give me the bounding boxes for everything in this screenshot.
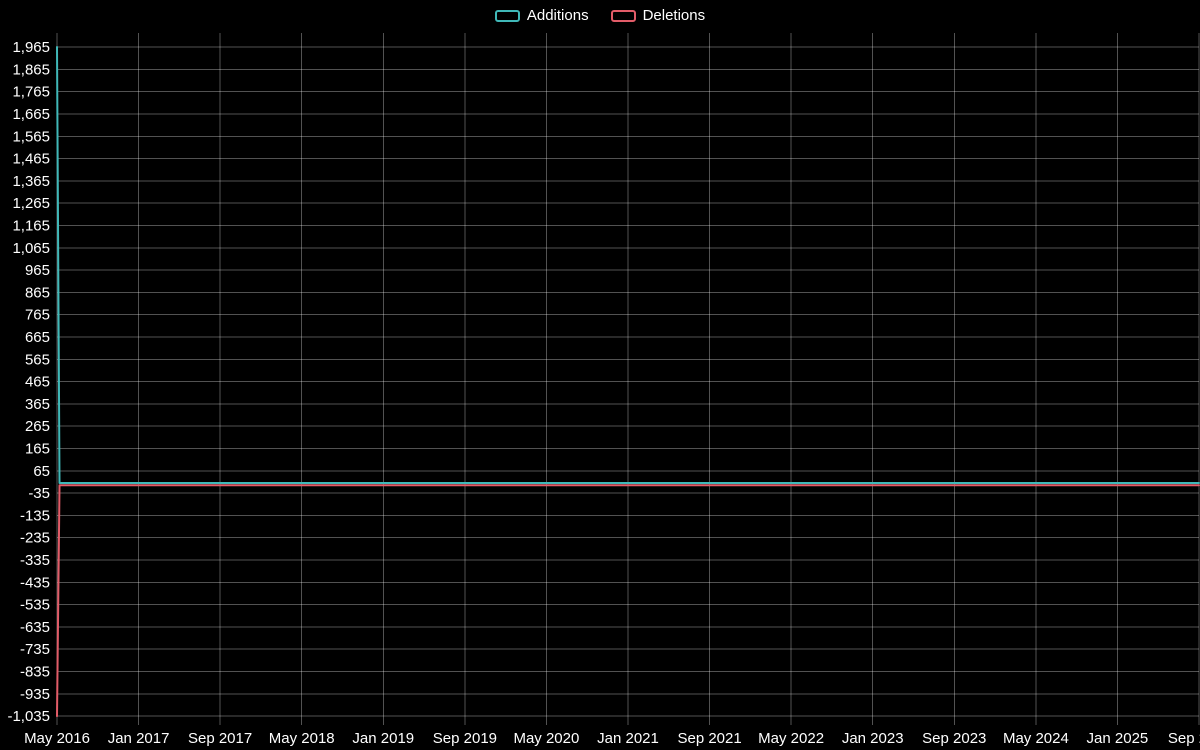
y-axis-tick-label: -835 — [20, 664, 50, 681]
x-axis-tick-label: May 2020 — [513, 730, 579, 747]
y-axis-tick-label: 1,165 — [12, 218, 50, 235]
y-axis-tick-label: 265 — [25, 418, 50, 435]
y-axis-tick-label: -235 — [20, 530, 50, 547]
x-axis-tick-label: May 2024 — [1003, 730, 1069, 747]
deletions-legend-label: Deletions — [642, 7, 706, 24]
y-axis-tick-label: 1,865 — [12, 61, 50, 78]
y-axis-tick-label: -335 — [20, 552, 50, 569]
y-axis-tick-label: 365 — [25, 396, 50, 413]
y-axis-tick-label: -35 — [28, 485, 50, 502]
y-axis-tick-label: -135 — [20, 507, 50, 524]
y-axis-tick-label: -535 — [20, 597, 50, 614]
x-axis-tick-label: Jan 2019 — [352, 730, 414, 747]
y-axis-tick-label: 65 — [33, 463, 50, 480]
y-axis-tick-label: 765 — [25, 307, 50, 324]
y-axis-tick-label: -1,035 — [7, 708, 50, 725]
x-axis-tick-label: Jan 2021 — [597, 730, 659, 747]
y-axis-tick-label: 1,365 — [12, 173, 50, 190]
y-axis-tick-label: 1,265 — [12, 195, 50, 212]
legend-item-additions[interactable]: Additions — [494, 7, 589, 25]
x-axis-tick-label: Sep 2017 — [188, 730, 252, 747]
y-axis-tick-label: 1,565 — [12, 128, 50, 145]
y-axis-tick-label: 1,065 — [12, 240, 50, 257]
y-axis-tick-label: 965 — [25, 262, 50, 279]
x-axis-tick-label: Jan 2017 — [108, 730, 170, 747]
x-axis-tick-label: May 2016 — [24, 730, 90, 747]
x-axis-tick-label: Jan 2023 — [842, 730, 904, 747]
x-axis-tick-label: Jan 2025 — [1087, 730, 1149, 747]
y-axis-tick-label: 865 — [25, 284, 50, 301]
y-axis-tick-label: 565 — [25, 351, 50, 368]
y-axis-tick-label: 165 — [25, 441, 50, 458]
series-line-deletions — [56, 484, 1200, 718]
y-axis-tick-label: 1,965 — [12, 39, 50, 56]
y-axis-tick-label: 1,765 — [12, 84, 50, 101]
y-axis-tick-label: 465 — [25, 374, 50, 391]
y-axis-tick-label: -735 — [20, 641, 50, 658]
x-axis-tick-label: Sep 2023 — [922, 730, 986, 747]
x-axis-tick-label: May 2022 — [758, 730, 824, 747]
series-line-additions — [56, 46, 1200, 484]
chart-legend: Additions Deletions — [0, 7, 1200, 25]
x-axis-tick-label: Sep 2025 — [1168, 730, 1200, 747]
legend-item-deletions[interactable]: Deletions — [610, 7, 706, 25]
y-axis-tick-label: -435 — [20, 574, 50, 591]
y-axis-tick-label: 1,665 — [12, 106, 50, 123]
y-axis-tick-label: 665 — [25, 329, 50, 346]
x-axis-tick-label: Sep 2021 — [677, 730, 741, 747]
additions-legend-label: Additions — [526, 7, 589, 24]
additions-swatch-icon — [494, 10, 520, 22]
deletions-swatch-icon — [610, 10, 636, 22]
x-axis-tick-label: Sep 2019 — [433, 730, 497, 747]
y-axis-tick-label: -635 — [20, 619, 50, 636]
x-axis-tick-label: May 2018 — [269, 730, 335, 747]
y-axis-tick-label: 1,465 — [12, 151, 50, 168]
y-axis-tick-label: -935 — [20, 686, 50, 703]
